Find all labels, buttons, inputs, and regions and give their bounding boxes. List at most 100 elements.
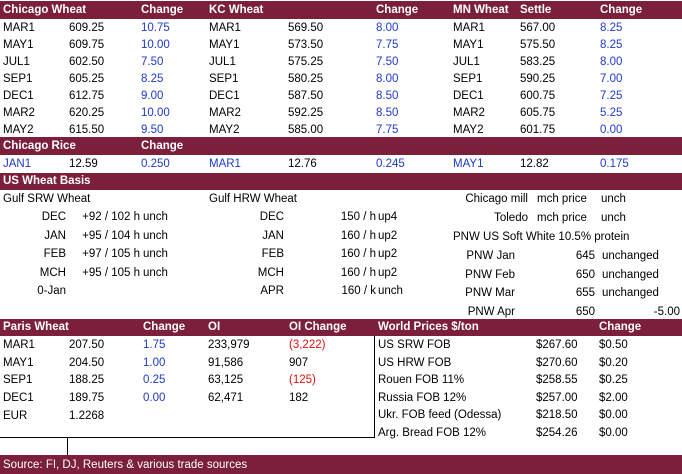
srw-month: 0-Jan — [37, 285, 66, 297]
world-change: $0.25 — [599, 374, 628, 387]
world-name: Arg. Bread FOB 12% — [378, 427, 487, 439]
header-kc-change: Change — [376, 4, 419, 16]
chicago-price: 609.75 — [69, 39, 105, 51]
pnw-value: 650 — [575, 305, 595, 318]
kc-price: 575.25 — [288, 56, 324, 68]
chicago-price: 609.25 — [69, 22, 105, 34]
srw-change: unch — [143, 211, 168, 223]
mn-settle: 567.00 — [520, 22, 556, 34]
paris-oi: 91,586 — [208, 356, 244, 369]
paris-change: 1.75 — [143, 339, 166, 351]
hrw-change: up2 — [378, 248, 398, 260]
world-price: $270.60 — [536, 356, 578, 369]
rice-price-1: 12.59 — [69, 158, 98, 170]
header-world-prices: World Prices $/ton — [378, 321, 479, 333]
header-kc-wheat: KC Wheat — [209, 4, 264, 16]
paris-month: MAR1 — [3, 339, 35, 351]
mill-price: mch price — [537, 212, 587, 224]
paris-oi: 63,125 — [208, 374, 244, 386]
pnw-change: -5.00 — [653, 305, 680, 318]
basis-header-bar — [0, 173, 682, 190]
world-price: $267.60 — [536, 339, 578, 351]
paris-header-bar — [0, 319, 682, 336]
paris-month: MAY1 — [3, 356, 34, 369]
world-price: $218.50 — [536, 409, 578, 422]
mn-change: 5.25 — [600, 107, 623, 119]
pnw-month: PNW Jan — [466, 250, 515, 262]
eur-label: EUR — [3, 410, 28, 422]
mn-change: 8.25 — [600, 22, 623, 34]
hrw-value: 160 / k — [341, 285, 376, 297]
paris-month: DEC1 — [3, 391, 34, 404]
rice-month-2: MAR1 — [209, 158, 241, 170]
chicago-change: 9.00 — [141, 90, 164, 102]
paris-oi-change: (3,222) — [289, 339, 326, 351]
header-mn-settle: Settle — [520, 4, 552, 16]
mn-settle: 605.75 — [520, 107, 556, 119]
chicago-month: MAY1 — [3, 39, 34, 51]
kc-month: SEP1 — [209, 73, 239, 85]
rice-header-bar — [0, 137, 682, 155]
kc-month: MAY1 — [209, 39, 240, 51]
rice-month-1: JAN1 — [3, 158, 32, 170]
mill-change: unch — [601, 212, 626, 224]
chicago-change: 9.50 — [141, 124, 164, 136]
paris-change: 0.25 — [143, 374, 166, 386]
kc-change: 7.75 — [376, 39, 399, 51]
kc-price: 569.50 — [288, 22, 324, 34]
mn-month: DEC1 — [453, 90, 484, 102]
world-change: $2.00 — [599, 391, 628, 404]
world-change: $0.00 — [599, 409, 628, 422]
mn-change: 0.00 — [600, 124, 623, 136]
mn-change: 8.25 — [600, 39, 623, 51]
world-change: $0.00 — [599, 427, 628, 439]
world-change: $0.50 — [599, 339, 628, 351]
kc-month: MAR1 — [209, 22, 241, 34]
header-paris-oi: OI — [208, 321, 221, 333]
chicago-price: 612.75 — [69, 90, 105, 102]
srw-month: JAN — [44, 229, 66, 242]
paris-price: 204.50 — [69, 356, 105, 369]
world-change: $0.20 — [599, 356, 628, 369]
rice-change-2: 0.245 — [376, 158, 405, 170]
world-price: $258.55 — [536, 374, 578, 387]
pnw-month: PNW Feb — [465, 268, 515, 281]
chicago-change: 8.25 — [141, 73, 164, 85]
rice-change-1: 0.250 — [141, 158, 170, 170]
mill-price: mch price — [537, 193, 587, 205]
paris-price: 188.25 — [69, 374, 105, 386]
mn-month: SEP1 — [453, 73, 483, 85]
header-mn-wheat: MN Wheat — [453, 4, 509, 16]
srw-change: unch — [143, 229, 168, 242]
chicago-price: 605.25 — [69, 73, 105, 85]
srw-month: MCH — [39, 266, 66, 279]
mn-change: 7.00 — [600, 73, 623, 85]
paris-change: 1.00 — [143, 356, 166, 369]
mn-change: 7.25 — [600, 90, 623, 102]
mn-settle: 583.25 — [520, 56, 556, 68]
paris-oi: 233,979 — [208, 339, 250, 351]
pnw-month: PNW Apr — [467, 305, 515, 318]
chicago-price: 615.50 — [69, 124, 105, 136]
srw-change: unch — [143, 248, 168, 260]
mn-month: MAY2 — [453, 124, 484, 136]
divider-bottom — [0, 437, 375, 438]
srw-value: +97 / 105 h — [82, 248, 140, 260]
kc-price: 573.50 — [288, 39, 324, 51]
kc-price: 592.25 — [288, 107, 324, 119]
world-price: $257.00 — [536, 391, 578, 404]
kc-month: MAY2 — [209, 124, 240, 136]
header-paris-change: Change — [143, 321, 186, 333]
mn-month: MAR1 — [453, 22, 485, 34]
mn-settle: 590.25 — [520, 73, 556, 85]
kc-price: 585.00 — [288, 124, 324, 136]
mn-settle: 601.75 — [520, 124, 556, 136]
hrw-change: up2 — [378, 229, 398, 242]
hrw-value: 150 / h — [340, 211, 376, 223]
srw-change: unch — [143, 266, 168, 279]
kc-price: 580.25 — [288, 73, 324, 85]
top-header-bar — [0, 1, 682, 19]
mill-name: Chicago mill — [465, 193, 528, 205]
source-bar — [0, 455, 682, 474]
kc-change: 8.50 — [376, 107, 399, 119]
